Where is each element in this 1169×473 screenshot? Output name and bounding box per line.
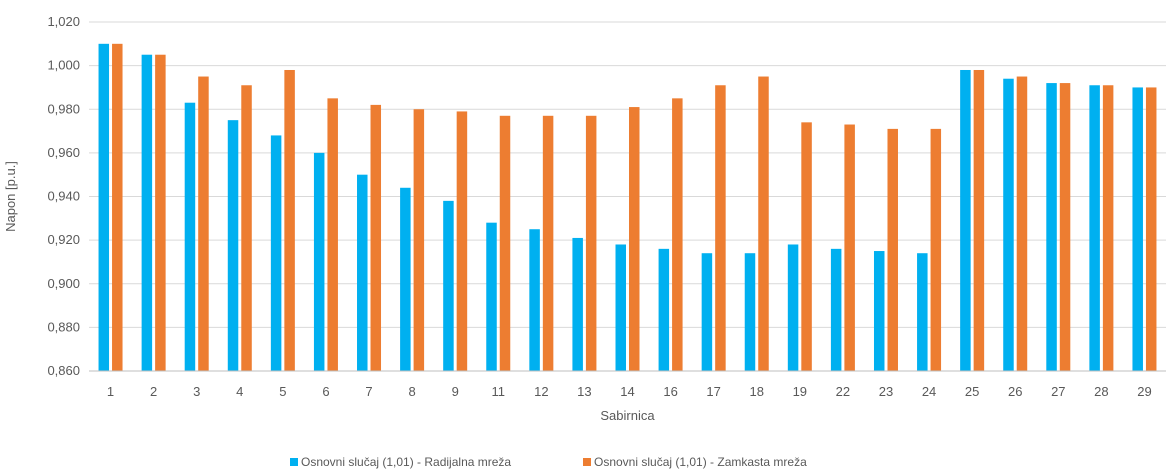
legend: Osnovni slučaj (1,01) - Radijalna mreža O…	[290, 455, 807, 469]
bars	[98, 43, 1157, 372]
x-tick-label: 16	[663, 384, 677, 399]
y-tick-label: 1,000	[47, 58, 80, 73]
x-tick-label: 7	[365, 384, 372, 399]
bar-radijalna	[917, 253, 928, 371]
x-tick-label: 23	[879, 384, 893, 399]
legend-label: Osnovni slučaj (1,01) - Zamkasta mreža	[594, 455, 807, 469]
bar-zamkasta	[1059, 83, 1071, 371]
x-tick-label: 3	[193, 384, 200, 399]
bar-zamkasta	[413, 109, 425, 371]
bar-radijalna	[227, 120, 239, 371]
bar-radijalna	[873, 251, 885, 371]
x-tick-label: 6	[322, 384, 329, 399]
x-tick-label: 29	[1137, 384, 1151, 399]
bar-radijalna	[1089, 85, 1100, 371]
bar-zamkasta	[1145, 87, 1157, 371]
x-axis-title: Sabirnica	[600, 408, 655, 423]
bar-radijalna	[830, 248, 842, 371]
bar-zamkasta	[887, 128, 898, 371]
bar-zamkasta	[801, 122, 812, 372]
bar-radijalna	[98, 43, 110, 371]
y-tick-label: 0,940	[47, 189, 80, 204]
bar-zamkasta	[456, 111, 468, 372]
bar-zamkasta	[284, 69, 295, 372]
x-tick-label: 27	[1051, 384, 1065, 399]
bar-radijalna	[400, 187, 411, 371]
bar-zamkasta	[629, 107, 640, 371]
bar-radijalna	[313, 152, 325, 371]
x-tick-label: 1	[107, 384, 114, 399]
bar-zamkasta	[198, 76, 209, 371]
y-tick-label: 0,900	[47, 276, 80, 291]
x-tick-labels: 1 2 3 4 5 6 7 8 9 11 12 13 14 16 17 18 19 22 23 24 25 26 27 28 2…	[107, 384, 1152, 399]
x-tick-label: 25	[965, 384, 979, 399]
y-tick-label: 0,880	[47, 319, 80, 334]
bar-radijalna	[184, 102, 196, 372]
x-tick-label: 5	[279, 384, 286, 399]
bar-zamkasta	[715, 85, 726, 371]
legend-swatch	[290, 458, 298, 466]
x-tick-label: 12	[534, 384, 548, 399]
x-tick-label: 4	[236, 384, 243, 399]
bar-zamkasta	[1102, 85, 1114, 371]
bar-zamkasta	[930, 128, 942, 371]
y-tick-label: 0,980	[47, 101, 80, 116]
x-tick-label: 17	[706, 384, 720, 399]
bar-zamkasta	[370, 104, 382, 371]
gridlines	[89, 21, 1166, 328]
bar-zamkasta	[758, 76, 769, 371]
y-tick-labels: 0,860 0,880 0,900 0,920 0,940 0,960 0,980 1,000…	[47, 14, 80, 378]
y-axis-title: Napon [p.u.]	[3, 161, 18, 232]
bar-zamkasta	[973, 69, 985, 372]
y-tick-label: 0,960	[47, 145, 80, 160]
y-tick-label: 1,020	[47, 14, 80, 29]
x-tick-label: 13	[577, 384, 591, 399]
bar-radijalna	[1003, 78, 1014, 372]
bar-zamkasta	[585, 115, 597, 371]
bar-radijalna	[141, 54, 153, 371]
bar-radijalna	[486, 222, 497, 371]
bar-zamkasta	[542, 115, 554, 371]
bar-radijalna	[443, 200, 454, 371]
bar-zamkasta	[1016, 76, 1028, 371]
bar-zamkasta	[241, 85, 252, 371]
legend-swatch	[583, 458, 591, 466]
x-tick-label: 14	[620, 384, 634, 399]
x-tick-label: 26	[1008, 384, 1022, 399]
bar-zamkasta	[672, 98, 683, 371]
bar-radijalna	[787, 244, 799, 371]
bar-radijalna	[658, 248, 670, 371]
bar-radijalna	[270, 135, 282, 371]
bar-zamkasta	[112, 43, 123, 371]
x-tick-label: 28	[1094, 384, 1108, 399]
bar-radijalna	[572, 237, 583, 371]
x-tick-label: 9	[452, 384, 459, 399]
bar-radijalna	[744, 253, 756, 371]
bar-zamkasta	[155, 54, 166, 371]
bar-zamkasta	[844, 124, 855, 371]
x-tick-label: 24	[922, 384, 936, 399]
bar-radijalna	[701, 253, 713, 371]
x-tick-label: 2	[150, 384, 157, 399]
bar-radijalna	[357, 174, 368, 371]
y-tick-label: 0,920	[47, 232, 80, 247]
legend-label: Osnovni slučaj (1,01) - Radijalna mreža	[301, 455, 511, 469]
bar-radijalna	[1046, 83, 1057, 371]
bar-radijalna	[960, 69, 971, 372]
x-tick-label: 22	[836, 384, 850, 399]
x-tick-label: 19	[793, 384, 807, 399]
bar-radijalna	[1132, 87, 1143, 371]
bar-radijalna	[615, 244, 626, 371]
bar-zamkasta	[327, 98, 338, 371]
x-tick-label: 8	[408, 384, 415, 399]
bar-radijalna	[529, 229, 540, 371]
x-tick-label: 11	[492, 384, 506, 399]
x-tick-label: 18	[750, 384, 764, 399]
y-tick-label: 0,860	[47, 363, 80, 378]
bar-zamkasta	[499, 115, 511, 371]
